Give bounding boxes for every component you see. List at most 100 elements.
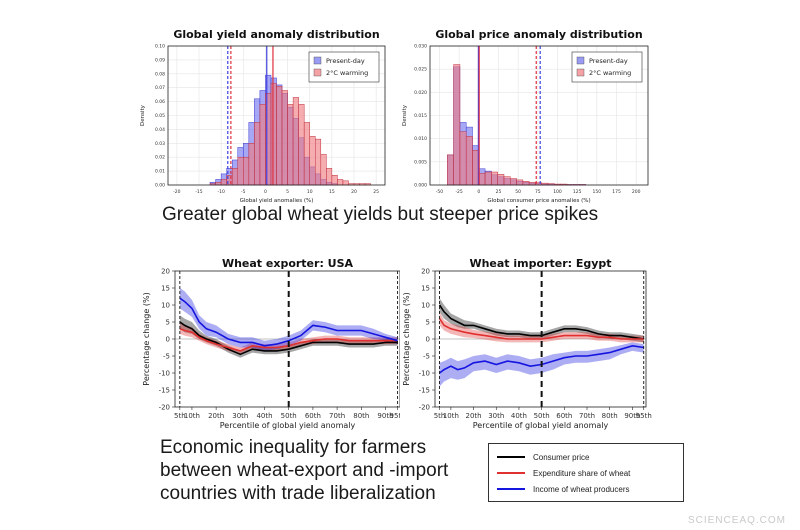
caption-bottom-line-2: between wheat-export and -import: [160, 460, 449, 481]
histogram-bar: [231, 168, 238, 186]
shared-legend: Consumer price Expenditure share of whea…: [488, 443, 684, 502]
legend-label: Income of wheat producers: [533, 484, 630, 494]
x-tick-label: 30th: [488, 412, 504, 420]
x-tick-label: 25: [373, 189, 379, 195]
legend-swatch: [313, 68, 322, 77]
histogram-bar: [491, 171, 498, 186]
x-tick-label: 5th: [174, 412, 186, 420]
x-tick-label: 50th: [534, 412, 550, 420]
y-tick-label: -20: [419, 404, 430, 412]
y-tick-label: 0.06: [155, 99, 165, 105]
y-axis-label: Density: [140, 104, 146, 126]
y-tick-label: 0: [426, 336, 430, 344]
x-tick-label: 60th: [305, 412, 321, 420]
y-tick-label: 10: [421, 302, 430, 310]
watermark: SCIENCEAQ.COM: [687, 515, 786, 526]
histogram-bar: [320, 154, 327, 186]
x-tick-label: 20: [351, 189, 357, 195]
histogram-bar: [254, 122, 261, 186]
x-tick-label: 90th: [624, 412, 640, 420]
histogram-bar: [237, 156, 244, 186]
x-tick-label: 80th: [602, 412, 618, 420]
chart-title: Wheat exporter: USA: [222, 257, 354, 270]
x-tick-label: 0: [264, 189, 267, 195]
histogram-bar: [510, 178, 517, 186]
x-tick-label: 5th: [434, 412, 446, 420]
x-tick-label: 90th: [377, 412, 393, 420]
x-tick-label: 20th: [208, 412, 224, 420]
x-tick-label: 75: [535, 189, 541, 195]
y-tick-label: 0.010: [414, 136, 427, 142]
histogram-bar: [331, 175, 338, 186]
histogram-bar: [447, 154, 454, 186]
x-tick-label: 5: [286, 189, 289, 195]
confidence-band: [179, 323, 398, 355]
legend-label: Present-day: [589, 57, 628, 65]
x-tick-label: 25: [496, 189, 502, 195]
legend-item-consumer-price: Consumer price: [497, 450, 589, 464]
x-tick-label: 80th: [353, 412, 369, 420]
histogram-bar: [503, 176, 511, 186]
y-tick-label: 0.020: [414, 90, 427, 96]
y-axis-label: Density: [402, 104, 408, 126]
series-line: [179, 328, 398, 352]
yield-histogram: Global yield anomaly distribution -20 -15 -…: [140, 28, 386, 204]
x-tick-label: -15: [195, 189, 202, 195]
histogram-bar: [276, 86, 283, 186]
histogram-bar: [342, 180, 349, 186]
confidence-band: [439, 298, 644, 343]
legend-item-income-producers: Income of wheat producers: [497, 482, 630, 496]
histogram-bar: [309, 136, 316, 186]
x-tick-label: -50: [436, 189, 443, 195]
series-line: [179, 297, 398, 347]
x-tick-label: 50th: [281, 412, 297, 420]
x-axis-label: Global yield anomalies (%): [240, 198, 314, 204]
y-axis-label: Percentage change (%): [402, 292, 411, 385]
histogram-bar: [215, 181, 222, 186]
y-tick-label: 0.08: [155, 71, 165, 77]
x-tick-label: 60th: [556, 412, 572, 420]
y-tick-label: -5: [423, 353, 430, 361]
legend-label: Consumer price: [533, 452, 590, 462]
y-tick-label: 0.04: [155, 127, 165, 133]
y-tick-label: 0.02: [155, 155, 165, 161]
chart-title: Wheat importer: Egypt: [469, 257, 611, 270]
series-line: [438, 304, 644, 340]
histogram-bar: [465, 136, 473, 186]
y-tick-label: 0.030: [414, 44, 427, 50]
legend-swatch: [497, 488, 525, 490]
confidence-band: [179, 288, 398, 351]
confidence-band: [439, 311, 644, 343]
chart-title: Global price anomaly distribution: [435, 28, 642, 41]
y-tick-label: -10: [419, 370, 430, 378]
histogram-bar: [248, 143, 255, 186]
y-tick-label: -10: [159, 370, 170, 378]
series-line: [438, 318, 644, 340]
price-histogram: Global price anomaly distribution -50 -25 0…: [402, 28, 649, 204]
x-tick-label: 150: [593, 189, 602, 195]
y-tick-label: 15: [421, 285, 430, 293]
series-line: [179, 321, 398, 356]
x-tick-label: 40th: [256, 412, 272, 420]
histogram-bar: [484, 171, 492, 186]
y-tick-label: 0.025: [414, 67, 427, 73]
histogram-bar: [528, 181, 536, 186]
y-tick-label: 15: [161, 285, 170, 293]
caption-bottom-line-3: countries with trade liberalization: [160, 483, 436, 504]
legend-swatch: [497, 472, 525, 474]
legend-label: Present-day: [326, 57, 365, 65]
histogram-bar: [303, 122, 310, 186]
x-tick-label: 10: [307, 189, 313, 195]
histogram-bar: [270, 83, 277, 186]
y-tick-label: 0.03: [155, 141, 165, 147]
legend-swatch: [313, 56, 322, 65]
plot-frame: [167, 45, 386, 186]
legend-label: Expenditure share of wheat: [533, 468, 631, 478]
y-tick-label: 5: [426, 319, 430, 327]
chart-title: Global yield anomaly distribution: [173, 28, 379, 41]
x-tick-label: 200: [632, 189, 641, 195]
y-axis-label: Percentage change (%): [142, 292, 151, 385]
histogram-bar: [459, 131, 467, 186]
x-tick-label: 125: [573, 189, 582, 195]
